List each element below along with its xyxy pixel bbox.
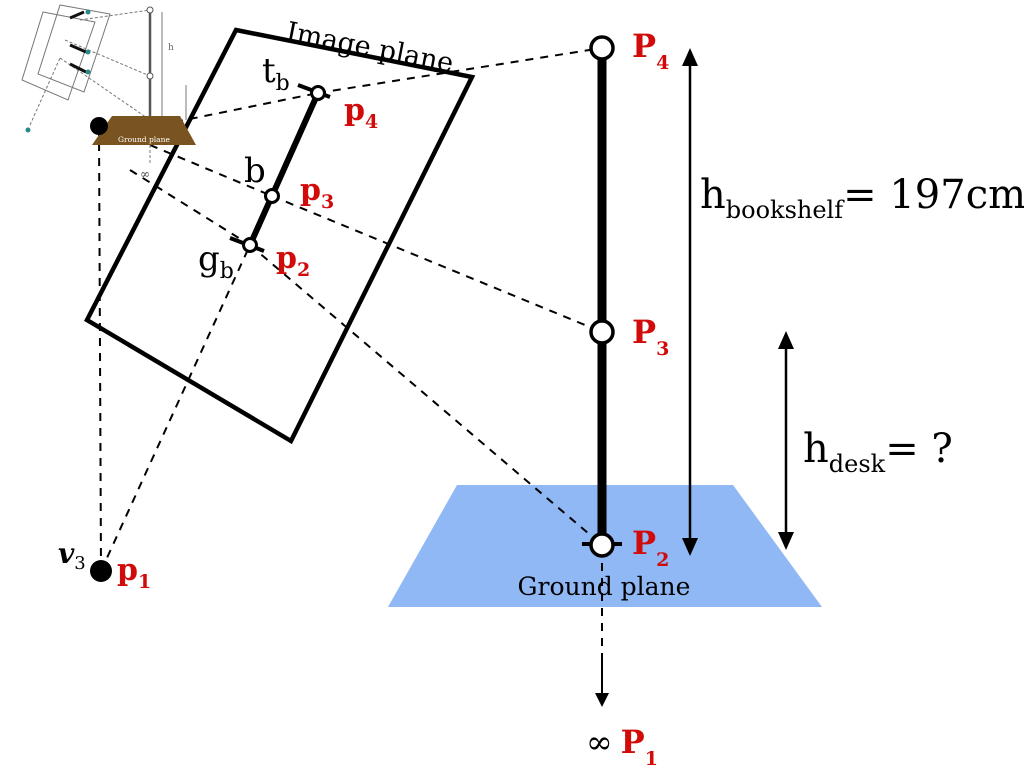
- label-infinity-P1: ∞ P1: [586, 723, 658, 770]
- point-p3: [264, 188, 280, 204]
- inset-image-seg-3: [69, 62, 87, 74]
- label-p3: p3: [300, 173, 334, 213]
- h-bookshelf-label: hbookshelf= 197cm: [700, 172, 1024, 224]
- label-b: b: [244, 151, 266, 191]
- desk-arrow-top: [778, 331, 794, 349]
- ray-p4-P4: [317, 47, 603, 94]
- inset-image-plane: [21, 11, 96, 101]
- inset-dot-left: [25, 127, 31, 133]
- inset-ground-label: Ground plane: [118, 135, 170, 144]
- inset-dot-P3: [146, 72, 154, 80]
- inset-thumbnail: h ∞ Ground plane: [21, 4, 196, 181]
- label-P3: P3: [632, 313, 669, 360]
- inset-ray-mid: [64, 39, 151, 77]
- inset-dot-mid: [85, 49, 91, 55]
- image-bookshelf-segment: [247, 91, 321, 247]
- ray-inset-p2: [129, 169, 251, 246]
- point-P2: [589, 532, 615, 558]
- desk-arrow-bottom: [778, 532, 794, 550]
- inset-image-seg-1: [69, 10, 85, 20]
- ray-p3-P3: [271, 195, 603, 333]
- label-p1: p1: [117, 553, 151, 593]
- inset-ground-plane: [92, 116, 196, 145]
- ray-p2-P2: [249, 244, 603, 546]
- label-P2: P2: [632, 524, 669, 571]
- ground-plane-label: Ground plane: [518, 572, 691, 601]
- label-P4: P4: [632, 27, 669, 74]
- label-gb: gb: [198, 239, 234, 284]
- label-tb: tb: [262, 51, 290, 96]
- vanishing-point-p1: [90, 560, 112, 582]
- inset-ray-top: [79, 9, 151, 21]
- point-p2: [242, 237, 258, 253]
- image-plane-title: Image plane: [284, 16, 456, 79]
- label-p4: p4: [344, 93, 378, 133]
- inset-bookshelf-text: h: [168, 43, 174, 53]
- ray-v3-vertical: [98, 129, 102, 572]
- inset-vanishing-dot: [90, 117, 108, 135]
- label-v3: v3: [58, 537, 86, 574]
- label-p2: p2: [276, 241, 310, 281]
- image-plane-frame: [84, 27, 476, 445]
- inset-image-seg-2: [69, 43, 87, 54]
- inset-infinity-text: ∞: [140, 167, 150, 181]
- inset-ray-left: [29, 57, 61, 126]
- point-P4: [589, 35, 615, 61]
- h-desk-label: hdesk= ?: [803, 426, 953, 478]
- ray-v3-p2: [100, 244, 251, 572]
- inset-dot-top: [85, 9, 91, 15]
- inset-dot-low: [85, 69, 91, 75]
- inset-image-plane-back: [37, 4, 111, 93]
- bookshelf-arrow-top: [682, 48, 698, 66]
- point-p4: [310, 85, 326, 101]
- inset-ray-low: [59, 57, 151, 121]
- ray-inset-p4: [174, 92, 319, 123]
- point-P3: [589, 319, 615, 345]
- bookshelf-arrow-bottom: [682, 538, 698, 556]
- inset-dot-P4: [146, 6, 154, 14]
